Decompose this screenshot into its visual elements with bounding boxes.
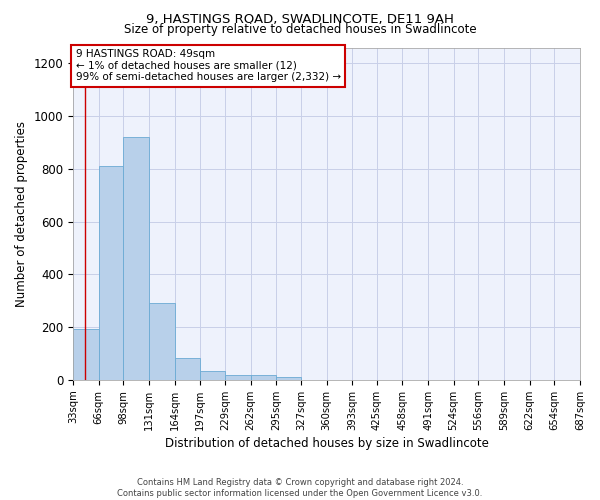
- Bar: [149, 304, 175, 380]
- Bar: [225, 374, 251, 380]
- X-axis label: Distribution of detached houses by size in Swadlincote: Distribution of detached houses by size …: [164, 437, 488, 450]
- Y-axis label: Number of detached properties: Number of detached properties: [15, 120, 28, 306]
- Bar: [276, 377, 301, 380]
- Bar: [124, 137, 149, 380]
- Text: 9, HASTINGS ROAD, SWADLINCOTE, DE11 9AH: 9, HASTINGS ROAD, SWADLINCOTE, DE11 9AH: [146, 12, 454, 26]
- Bar: [251, 375, 276, 380]
- Bar: [98, 166, 124, 380]
- Bar: [175, 358, 200, 380]
- Text: Contains HM Land Registry data © Crown copyright and database right 2024.
Contai: Contains HM Land Registry data © Crown c…: [118, 478, 482, 498]
- Text: Size of property relative to detached houses in Swadlincote: Size of property relative to detached ho…: [124, 22, 476, 36]
- Bar: [200, 370, 225, 380]
- Text: 9 HASTINGS ROAD: 49sqm
← 1% of detached houses are smaller (12)
99% of semi-deta: 9 HASTINGS ROAD: 49sqm ← 1% of detached …: [76, 49, 341, 82]
- Bar: [73, 330, 98, 380]
